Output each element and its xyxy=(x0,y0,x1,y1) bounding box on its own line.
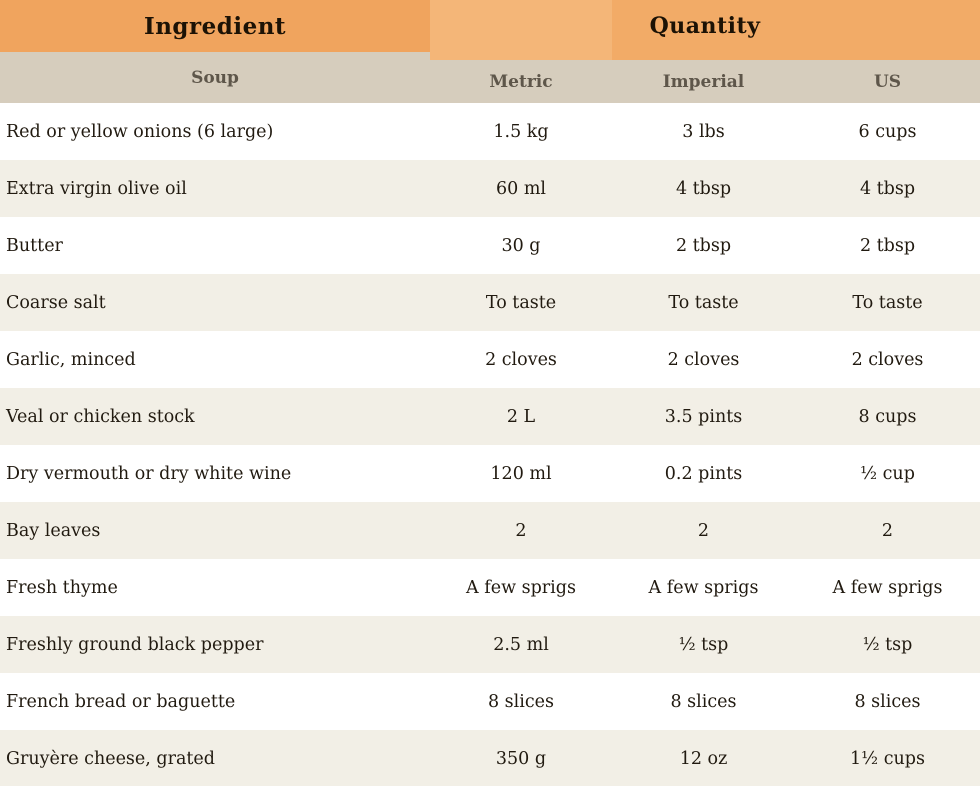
ingredient-cell: Bay leaves xyxy=(6,520,101,541)
table-row: Freshly ground black pepper 2.5 ml ½ tsp… xyxy=(0,616,980,673)
us-cell: 2 xyxy=(881,520,894,541)
metric-cell: 8 slices xyxy=(487,691,554,712)
table-row: Coarse salt To taste To taste To taste xyxy=(0,274,980,331)
us-cell: ½ cup xyxy=(860,463,915,484)
ingredient-cell: French bread or baguette xyxy=(6,691,236,712)
metric-cell: 120 ml xyxy=(490,463,552,484)
subheader-us: US xyxy=(795,60,980,103)
us-cell: 2 tbsp xyxy=(859,235,916,256)
imperial-cell: A few sprigs xyxy=(648,577,759,598)
table-row: Dry vermouth or dry white wine 120 ml 0.… xyxy=(0,445,980,502)
imperial-cell: To taste xyxy=(668,292,739,313)
metric-column-highlight xyxy=(430,0,612,60)
metric-cell: 1.5 kg xyxy=(493,121,549,142)
metric-cell: 2.5 ml xyxy=(493,634,549,655)
us-cell: 1½ cups xyxy=(850,748,925,769)
metric-cell: To taste xyxy=(485,292,557,313)
us-cell: 8 slices xyxy=(854,691,921,712)
us-label: US xyxy=(873,71,902,92)
us-cell: 4 tbsp xyxy=(859,178,916,199)
ingredient-cell: Dry vermouth or dry white wine xyxy=(6,463,292,484)
metric-cell: A few sprigs xyxy=(466,577,576,598)
table-row: Garlic, minced 2 cloves 2 cloves 2 clove… xyxy=(0,331,980,388)
imperial-cell: 2 tbsp xyxy=(675,235,732,256)
quantity-header-label: Quantity xyxy=(649,13,761,39)
us-cell: 6 cups xyxy=(858,121,917,142)
subheader-metric: Metric xyxy=(430,60,612,103)
table-row: Fresh thyme A few sprigs A few sprigs A … xyxy=(0,559,980,616)
table-body: Red or yellow onions (6 large) 1.5 kg 3 … xyxy=(0,103,980,786)
metric-label: Metric xyxy=(489,71,553,92)
table-row: Gruyère cheese, grated 350 g 12 oz 1½ cu… xyxy=(0,730,980,786)
table-row: Veal or chicken stock 2 L 3.5 pints 8 cu… xyxy=(0,388,980,445)
table-row: French bread or baguette 8 slices 8 slic… xyxy=(0,673,980,730)
table-row: Red or yellow onions (6 large) 1.5 kg 3 … xyxy=(0,103,980,160)
subheader-imperial: Imperial xyxy=(612,60,795,103)
imperial-label: Imperial xyxy=(662,71,745,92)
metric-cell: 2 L xyxy=(506,406,536,427)
table-header: Ingredient Quantity Soup Metric Imperial… xyxy=(0,0,980,103)
ingredient-cell: Gruyère cheese, grated xyxy=(6,748,215,769)
imperial-cell: 2 xyxy=(697,520,710,541)
us-cell: 8 cups xyxy=(858,406,917,427)
ingredient-cell: Fresh thyme xyxy=(6,577,118,598)
us-cell: To taste xyxy=(852,292,923,313)
ingredient-cell: Extra virgin olive oil xyxy=(6,178,187,199)
imperial-cell: 8 slices xyxy=(670,691,737,712)
ingredient-cell: Coarse salt xyxy=(6,292,106,313)
table-row: Bay leaves 2 2 2 xyxy=(0,502,980,559)
ingredient-cell: Freshly ground black pepper xyxy=(6,634,264,655)
imperial-cell: 3.5 pints xyxy=(664,406,743,427)
section-header-soup: Soup xyxy=(0,52,430,103)
us-cell: 2 cloves xyxy=(851,349,924,370)
imperial-cell: 4 tbsp xyxy=(675,178,732,199)
metric-cell: 30 g xyxy=(501,235,541,256)
imperial-cell: 2 cloves xyxy=(667,349,740,370)
us-cell: ½ tsp xyxy=(862,634,913,655)
ingredient-cell: Garlic, minced xyxy=(6,349,136,370)
imperial-cell: 0.2 pints xyxy=(664,463,743,484)
ingredient-cell: Butter xyxy=(6,235,63,256)
metric-cell: 350 g xyxy=(495,748,547,769)
imperial-cell: 12 oz xyxy=(679,748,728,769)
imperial-cell: 3 lbs xyxy=(682,121,725,142)
imperial-cell: ½ tsp xyxy=(678,634,729,655)
ingredient-header-label: Ingredient xyxy=(143,12,287,40)
metric-cell: 2 xyxy=(515,520,527,541)
us-cell: A few sprigs xyxy=(832,577,943,598)
ingredient-cell: Veal or chicken stock xyxy=(6,406,195,427)
ingredient-cell: Red or yellow onions (6 large) xyxy=(6,121,274,142)
table-row: Extra virgin olive oil 60 ml 4 tbsp 4 tb… xyxy=(0,160,980,217)
metric-cell: 2 cloves xyxy=(485,349,557,370)
table-row: Butter 30 g 2 tbsp 2 tbsp xyxy=(0,217,980,274)
soup-label: Soup xyxy=(191,67,239,88)
metric-cell: 60 ml xyxy=(495,178,547,199)
quantity-column-header: Quantity xyxy=(430,0,980,60)
ingredient-column-header: Ingredient xyxy=(0,0,430,52)
